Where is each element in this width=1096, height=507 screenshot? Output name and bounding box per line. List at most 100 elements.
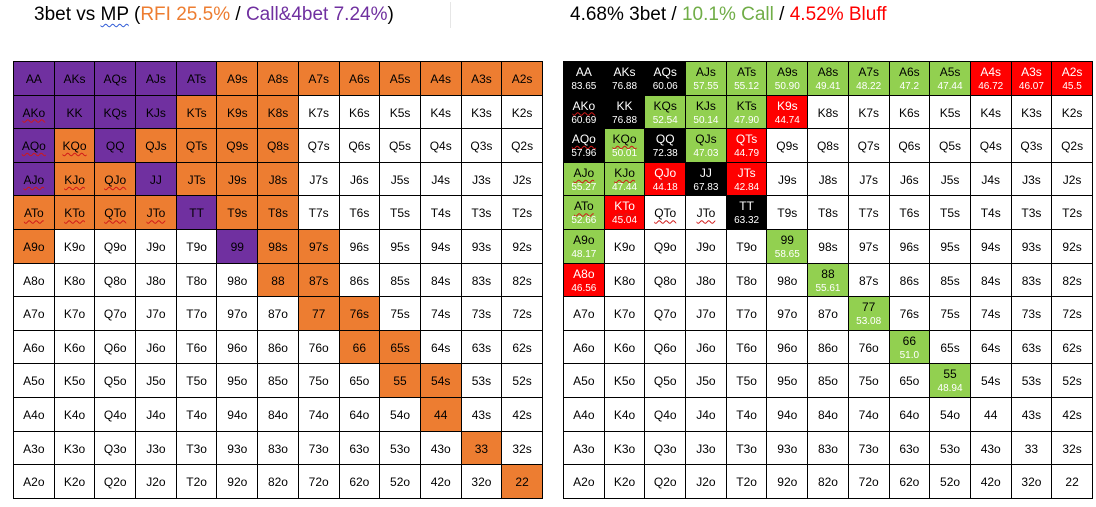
hand-label: Q4o	[653, 407, 677, 422]
hand-cell: Q8o	[645, 263, 687, 298]
hand-cell: Q7o	[645, 297, 687, 331]
hand-cell: 96s	[889, 229, 931, 264]
hand-label: T8s	[817, 206, 838, 221]
hand-label: 52s	[1062, 374, 1082, 389]
hand-cell: T5o	[726, 364, 768, 398]
hand-cell: 94s	[970, 229, 1012, 264]
title-slash-2: /	[773, 4, 790, 25]
hand-cell: 93s	[461, 229, 503, 264]
hand-cell: J3o	[136, 431, 177, 466]
hand-cell: A3o	[564, 431, 605, 466]
hand-label: T2o	[736, 475, 757, 490]
hand-cell: 32o	[461, 465, 503, 499]
hand-cell: AKs 76.88	[604, 62, 646, 96]
hand-cell: 73s	[461, 297, 503, 331]
hand-cell: JJ	[136, 162, 177, 197]
hand-label: 72s	[512, 307, 532, 322]
hand-label: QJs	[695, 132, 717, 147]
hand-label: 74s	[431, 307, 451, 322]
hand-cell: 62s	[1052, 330, 1093, 365]
equity-value: 50.90	[774, 81, 800, 92]
title-call: 10.1% Call	[681, 4, 774, 25]
hand-label: 85o	[267, 374, 288, 389]
hand-label: 65o	[899, 374, 920, 389]
hand-label: 93s	[471, 239, 492, 254]
hand-cell: 84o	[808, 397, 849, 432]
hand-label: J9o	[696, 239, 716, 254]
hand-cell: K3o	[604, 431, 646, 466]
hand-label: 64s	[431, 340, 451, 355]
hand-label: 54s	[981, 374, 1001, 389]
hand-label: 87s	[308, 273, 329, 288]
hand-label: JTs	[737, 165, 756, 180]
hand-cell: 94o	[767, 397, 809, 432]
hand-label: 99	[230, 239, 244, 254]
hand-label: 84s	[981, 273, 1001, 288]
hand-cell: 99 58.65	[767, 229, 809, 264]
hand-cell: 53o	[380, 431, 421, 466]
hand-label: K4o	[63, 407, 86, 422]
hand-cell: 97s	[848, 229, 890, 264]
hand-cell: K6o	[54, 330, 96, 365]
equity-value: 53.08	[856, 316, 882, 328]
hand-label: 94s	[431, 239, 451, 254]
hand-label: Q3o	[653, 441, 677, 456]
hand-label: T6o	[736, 340, 757, 355]
hand-cell: K3s	[1011, 95, 1053, 130]
hand-cell: AA	[14, 62, 55, 96]
hand-cell: K4s	[420, 95, 462, 130]
hand-label: Q6s	[348, 139, 371, 154]
hand-cell: AA 83.65	[564, 62, 605, 96]
hand-cell: 97s	[298, 229, 340, 264]
hand-cell: A7o	[564, 297, 605, 331]
hand-label: 82s	[1062, 273, 1082, 288]
hand-label: QQ	[655, 132, 675, 147]
equity-value: 47.44	[612, 181, 638, 193]
hand-cell: K8s	[808, 95, 849, 130]
hand-label: AKo	[572, 98, 596, 113]
hand-cell: 32o	[1011, 465, 1053, 499]
hand-cell: T9o	[726, 229, 768, 264]
hand-label: J6o	[146, 340, 166, 355]
hand-label: 33	[1024, 441, 1039, 456]
hand-label: K2s	[511, 105, 533, 120]
hand-cell: ATo	[14, 196, 55, 230]
hand-label: 97s	[858, 239, 879, 254]
hand-cell: 82s	[502, 263, 543, 298]
hand-cell: Q5s	[930, 129, 971, 163]
hand-cell: J4s	[420, 162, 462, 197]
hand-cell: A3s 46.07	[1011, 62, 1053, 96]
hand-cell: Q2o	[95, 465, 137, 499]
hand-cell: T2s	[502, 196, 543, 230]
hand-cell: K4o	[604, 397, 646, 432]
hand-label: 63s	[471, 340, 492, 355]
hand-label: KK	[66, 105, 83, 120]
hand-label: 75o	[858, 374, 879, 389]
hand-cell: T6o	[726, 330, 768, 365]
hand-cell: J9o	[686, 229, 727, 264]
hand-cell: 52o	[380, 465, 421, 499]
equity-value: 51.0	[899, 349, 920, 361]
hand-label: J8o	[146, 273, 166, 288]
hand-cell: K5s	[930, 95, 971, 130]
hand-label: 52s	[512, 374, 532, 389]
hand-cell: K2o	[604, 465, 646, 499]
hand-label: 42s	[1062, 407, 1082, 422]
hand-cell: 54o	[930, 397, 971, 432]
hand-cell: 53s	[461, 364, 503, 398]
hand-cell: Q4s	[970, 129, 1012, 163]
hand-label: Q2o	[653, 475, 677, 490]
hand-cell: 62o	[889, 465, 931, 499]
hand-label: 64o	[899, 407, 920, 422]
hand-label: J4o	[696, 407, 716, 422]
hand-label: A2o	[573, 475, 595, 490]
hand-label: T7s	[858, 206, 879, 221]
hand-label: T7o	[736, 307, 757, 322]
hand-label: K9s	[226, 105, 248, 120]
hand-cell: Q7s	[298, 129, 340, 163]
equity-value: 48.94	[937, 383, 963, 395]
hand-cell: 84s	[970, 263, 1012, 298]
hand-label: J4s	[431, 172, 451, 187]
equity-value: 50.01	[612, 148, 638, 160]
hand-cell: J7o	[686, 297, 727, 331]
